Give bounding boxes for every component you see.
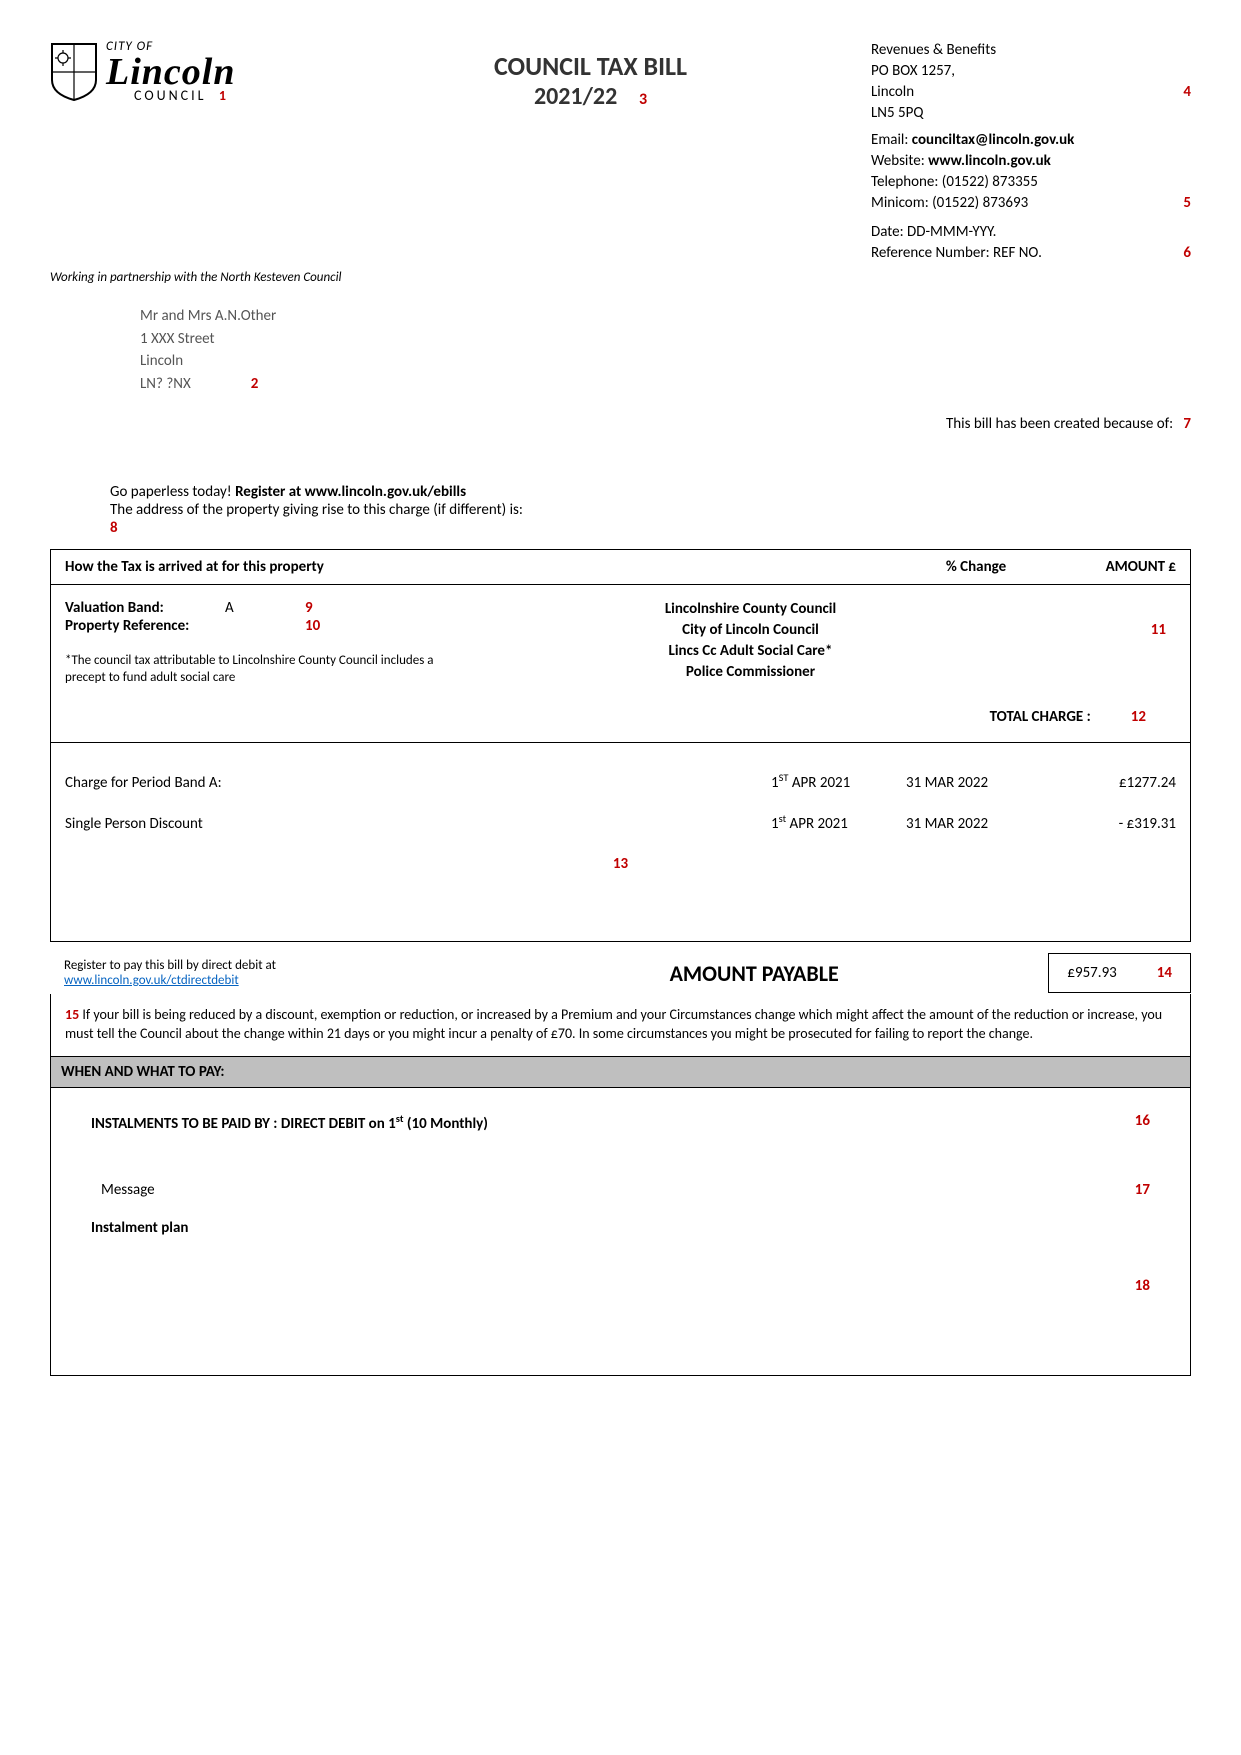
social-care-footnote: *The council tax attributable to Lincoln…	[65, 653, 455, 687]
recipient-postcode: LN? ?NX	[140, 373, 191, 396]
recipient-street: 1 XXX Street	[140, 328, 276, 351]
marker-15: 15	[65, 1006, 79, 1025]
sender-block: Revenues & Benefits PO BOX 1257, Lincoln…	[871, 40, 1191, 264]
charges-list: Charge for Period Band A: 1ST APR 2021 3…	[65, 757, 1176, 927]
when-body: INSTALMENTS TO BE PAID BY : DIRECT DEBIT…	[50, 1088, 1191, 1376]
sender-web: www.lincoln.gov.uk	[928, 152, 1051, 170]
discount-notice: 15 If your bill is being reduced by a di…	[50, 994, 1191, 1057]
bill-ref: Reference Number: REF NO.	[871, 243, 1042, 264]
amount-payable-row: Register to pay this bill by direct debi…	[50, 952, 1191, 994]
charge-start-1: 1st APR 2021	[771, 812, 906, 833]
amount-payable-box: £957.93 14	[1048, 953, 1191, 993]
marker-2: 2	[251, 373, 259, 396]
charge-end-1: 31 MAR 2022	[906, 815, 1061, 833]
partnership-note: Working in partnership with the North Ke…	[50, 270, 1191, 285]
sender-line2: Lincoln	[871, 82, 914, 103]
marker-18: 18	[1135, 1277, 1150, 1295]
marker-14: 14	[1157, 964, 1172, 982]
precept-2: Lincs Cc Adult Social Care*	[455, 641, 1046, 662]
sender-tel: Telephone: (01522) 873355	[871, 172, 1191, 193]
logo-name: Lincoln	[106, 53, 235, 91]
recipient-address: Mr and Mrs A.N.Other 1 XXX Street Lincol…	[140, 305, 276, 395]
precept-1: City of Lincoln Council	[682, 621, 819, 639]
valuation-band-value: A	[225, 599, 305, 617]
property-info: Valuation Band: A 9 Property Reference: …	[65, 599, 455, 728]
shield-icon	[50, 42, 98, 102]
hdr-desc: How the Tax is arrived at for this prope…	[65, 558, 906, 576]
marker-16: 16	[1135, 1112, 1150, 1133]
direct-debit-link[interactable]: www.lincoln.gov.uk/ctdirectdebit	[64, 973, 239, 988]
header: CITY OF Lincoln COUNCIL 1 COUNCIL TAX BI…	[50, 40, 1191, 264]
when-header: WHEN AND WHAT TO PAY:	[50, 1057, 1191, 1088]
calculation-box: How the Tax is arrived at for this prope…	[50, 549, 1191, 942]
marker-1: 1	[219, 89, 229, 103]
marker-3: 3	[639, 90, 647, 109]
marker-9: 9	[305, 599, 313, 617]
marker-13: 13	[613, 855, 628, 873]
marker-6: 6	[1183, 243, 1191, 264]
recipient-city: Lincoln	[140, 350, 276, 373]
charge-amt-0: £1277.24	[1061, 774, 1176, 792]
direct-debit-note: Register to pay this bill by direct debi…	[50, 952, 470, 994]
logo-block: CITY OF Lincoln COUNCIL 1	[50, 40, 310, 103]
marker-17: 17	[1135, 1181, 1150, 1199]
precept-3: Police Commissioner	[455, 662, 1046, 683]
amount-payable-label: AMOUNT PAYABLE	[470, 960, 1038, 987]
recipient-name: Mr and Mrs A.N.Other	[140, 305, 276, 328]
sender-dept: Revenues & Benefits	[871, 40, 1191, 61]
charge-desc-0: Charge for Period Band A:	[65, 774, 771, 792]
logo-council: COUNCIL 1	[134, 89, 235, 103]
calc-header: How the Tax is arrived at for this prope…	[51, 550, 1190, 585]
council-logo: CITY OF Lincoln COUNCIL 1	[50, 40, 310, 103]
sender-line1: PO BOX 1257,	[871, 61, 1191, 82]
precepts: Lincolnshire County Council City of Linc…	[455, 599, 1046, 728]
marker-7: 7	[1183, 415, 1191, 433]
property-address-note: The address of the property giving rise …	[110, 501, 1191, 519]
charge-end-0: 31 MAR 2022	[906, 774, 1061, 792]
instalment-plan-label: Instalment plan	[91, 1219, 1150, 1237]
sender-minicom: Minicom: (01522) 873693	[871, 193, 1028, 214]
marker-4: 4	[1183, 82, 1191, 103]
message-label: Message	[101, 1181, 155, 1199]
hdr-amt: AMOUNT £	[1046, 558, 1176, 576]
charge-row: Single Person Discount 1st APR 2021 31 M…	[65, 802, 1176, 843]
title-block: COUNCIL TAX BILL 2021/22 3	[310, 40, 871, 111]
paperless-link-text: Register at www.lincoln.gov.uk/ebills	[235, 483, 466, 501]
sender-line3: LN5 5PQ	[871, 103, 1191, 124]
page-title: COUNCIL TAX BILL	[310, 50, 871, 82]
precept-0: Lincolnshire County Council	[455, 599, 1046, 620]
charge-row: Charge for Period Band A: 1ST APR 2021 3…	[65, 761, 1176, 802]
marker-5: 5	[1183, 193, 1191, 214]
charge-desc-1: Single Person Discount	[65, 815, 771, 833]
paperless-block: Go paperless today! Register at www.linc…	[110, 483, 1191, 537]
marker-11: 11	[1151, 620, 1166, 641]
bill-reason: This bill has been created because of: 7	[50, 415, 1191, 433]
bill-date: Date: DD-MMM-YYY.	[871, 222, 1191, 243]
instalments-line: INSTALMENTS TO BE PAID BY : DIRECT DEBIT…	[91, 1112, 488, 1133]
marker-8: 8	[110, 519, 118, 537]
sender-email: counciltax@lincoln.gov.uk	[912, 131, 1075, 149]
charge-start-0: 1ST APR 2021	[771, 771, 906, 792]
marker-10: 10	[305, 617, 320, 635]
amount-payable-value: £957.93	[1067, 964, 1116, 982]
tax-year: 2021/22 3	[310, 82, 871, 111]
charge-amt-1: - £319.31	[1061, 815, 1176, 833]
hdr-pct: % Change	[906, 558, 1046, 576]
